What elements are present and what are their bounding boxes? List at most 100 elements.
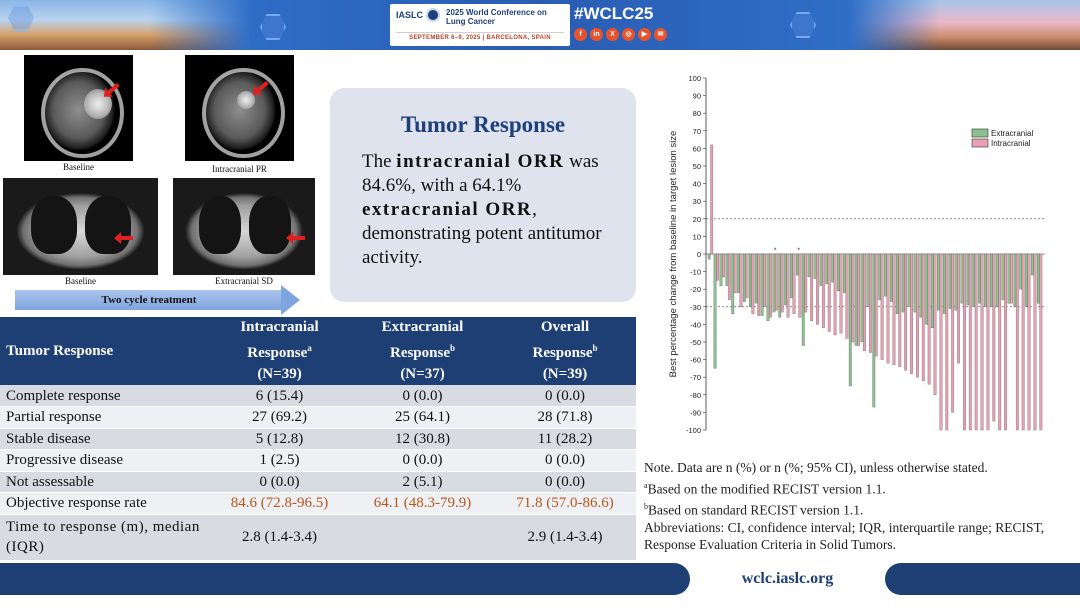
tumor-response-table: Tumor Response Intracranial Responsea (N=3…: [0, 317, 636, 561]
bar-intracranial: [827, 253, 831, 332]
conference-title: 2025 World Conference on Lung Cancer: [446, 8, 547, 26]
bar-intracranial: [916, 253, 919, 378]
treatment-arrow: Two cycle treatment: [15, 285, 300, 315]
bar-extracranial: [837, 253, 840, 292]
table-row: Progressive disease 1 (2.5) 0 (0.0) 0 (0…: [0, 449, 636, 472]
barcelona-photo-left: [0, 0, 250, 50]
table-header-row: Tumor Response Intracranial Responsea (N=3…: [0, 317, 636, 385]
summary-text: The intracranial ORR was 84.6%, with a 6…: [362, 151, 602, 268]
bar-extracranial: [1019, 253, 1023, 290]
bar-extracranial: [895, 253, 899, 314]
facebook-icon[interactable]: f: [574, 28, 587, 41]
bar-intracranial: [710, 144, 714, 255]
footer-url[interactable]: wclc.iaslc.org: [741, 570, 834, 587]
bar-intracranial: [821, 253, 825, 329]
bar-intracranial: [992, 253, 996, 422]
bar-intracranial: [910, 253, 913, 374]
bar-extracranial: [942, 253, 946, 314]
bar-extracranial: [995, 253, 999, 307]
bar-extracranial: [790, 253, 793, 299]
x-icon[interactable]: X: [606, 28, 619, 41]
instagram-icon[interactable]: ◎: [622, 28, 635, 41]
y-tick-label: 100: [688, 74, 701, 83]
bar-extracranial: [731, 253, 735, 314]
bar-extracranial: [725, 253, 729, 286]
header-overall: Overall Responseb (N=39): [494, 317, 636, 385]
bar-extracranial: [737, 253, 741, 293]
baseline-brain-mri: [24, 55, 133, 161]
bar-intracranial: [792, 253, 796, 314]
bar-extracranial: [1025, 253, 1028, 307]
bar-intracranial: [898, 253, 902, 367]
bar-intracranial: [904, 253, 908, 371]
y-tick-label: -10: [690, 268, 701, 277]
bar-extracranial: [854, 253, 858, 346]
hexagon-decoration: [260, 14, 286, 40]
bar-marker: *: [797, 247, 800, 254]
intracranial-pr-caption: Intracranial PR: [212, 164, 267, 174]
bar-intracranial: [851, 253, 855, 343]
right-lung: [85, 196, 131, 254]
intracranial-pr-mri: [185, 55, 294, 161]
bar-intracranial: [769, 253, 772, 318]
bar-intracranial: [945, 253, 949, 431]
bar-extracranial: [989, 253, 993, 307]
y-tick-label: 70: [693, 127, 701, 136]
bar-extracranial: [901, 253, 905, 313]
y-axis: 1009080706050403020100-10-20-30-40-50-60…: [686, 74, 707, 435]
bar-intracranial: [892, 253, 896, 366]
bar-extracranial: [743, 253, 746, 302]
bar-extracranial: [860, 253, 864, 343]
bar-extracranial: [713, 253, 717, 369]
summary-emphasis-intracranial: intracranial ORR: [396, 151, 565, 172]
bar-intracranial: [957, 253, 960, 364]
bar-intracranial: [939, 253, 943, 431]
bar-intracranial: [1021, 253, 1025, 431]
bar-extracranial: [754, 253, 758, 304]
table-notes: Note. Data are n (%) or n (%; 95% CI), u…: [644, 459, 1074, 554]
y-tick-label: -50: [690, 338, 701, 347]
bar-extracranial: [813, 253, 817, 279]
bar-intracranial: [968, 253, 972, 431]
bar-extracranial: [1031, 253, 1034, 276]
bar-intracranial: [874, 253, 878, 357]
bar-intracranial: [933, 253, 937, 395]
header-tumor-response: Tumor Response: [0, 317, 208, 385]
y-tick-label: 30: [693, 197, 701, 206]
bar-intracranial: [1015, 253, 1019, 431]
y-tick-label: -30: [690, 303, 701, 312]
bar-extracranial: [778, 253, 782, 318]
table-row: Complete response 6 (15.4) 0 (0.0) 0 (0.…: [0, 385, 636, 407]
youtube-icon[interactable]: ▶: [638, 28, 651, 41]
bar-intracranial: [1039, 253, 1043, 431]
bar-intracranial: [733, 253, 737, 293]
legend-label-extracranial: Extracranial: [991, 129, 1033, 138]
note-abbreviations: Abbreviations: CI, confidence interval; …: [644, 519, 1045, 553]
bar-extracranial: [931, 253, 934, 329]
y-tick-label: 20: [693, 215, 701, 224]
y-tick-label: -60: [690, 356, 701, 365]
baseline-brain-caption: Baseline: [63, 162, 94, 172]
bar-intracranial: [763, 253, 766, 307]
y-tick-label: -40: [690, 320, 701, 329]
y-tick-label: 60: [693, 144, 701, 153]
bar-extracranial: [1013, 253, 1017, 307]
linkedin-icon[interactable]: in: [590, 28, 603, 41]
red-arrow-icon: [286, 232, 305, 244]
globe-icon: [426, 8, 440, 22]
table-row-orr: Objective response rate 84.6 (72.8-96.5)…: [0, 492, 636, 515]
bar-intracranial: [869, 253, 872, 353]
baseline-chest-ct: [3, 178, 158, 275]
note-line: Note. Data are n (%) or n (%; 95% CI), u…: [644, 460, 988, 475]
bar-extracranial: [1001, 253, 1005, 300]
bar-intracranial: [786, 253, 790, 318]
bar-extracranial: [884, 253, 887, 297]
table-row: Stable disease 5 (12.8) 12 (30.8) 11 (28…: [0, 428, 636, 450]
bar-extracranial: [890, 253, 893, 302]
wechat-icon[interactable]: ✉: [654, 28, 667, 41]
note-line: bBased on standard RECIST version 1.1.: [644, 501, 864, 518]
bar-extracranial: [872, 253, 876, 408]
bar-intracranial: [804, 253, 808, 313]
bar-extracranial: [748, 253, 752, 307]
bar-extracranial: [848, 253, 852, 387]
